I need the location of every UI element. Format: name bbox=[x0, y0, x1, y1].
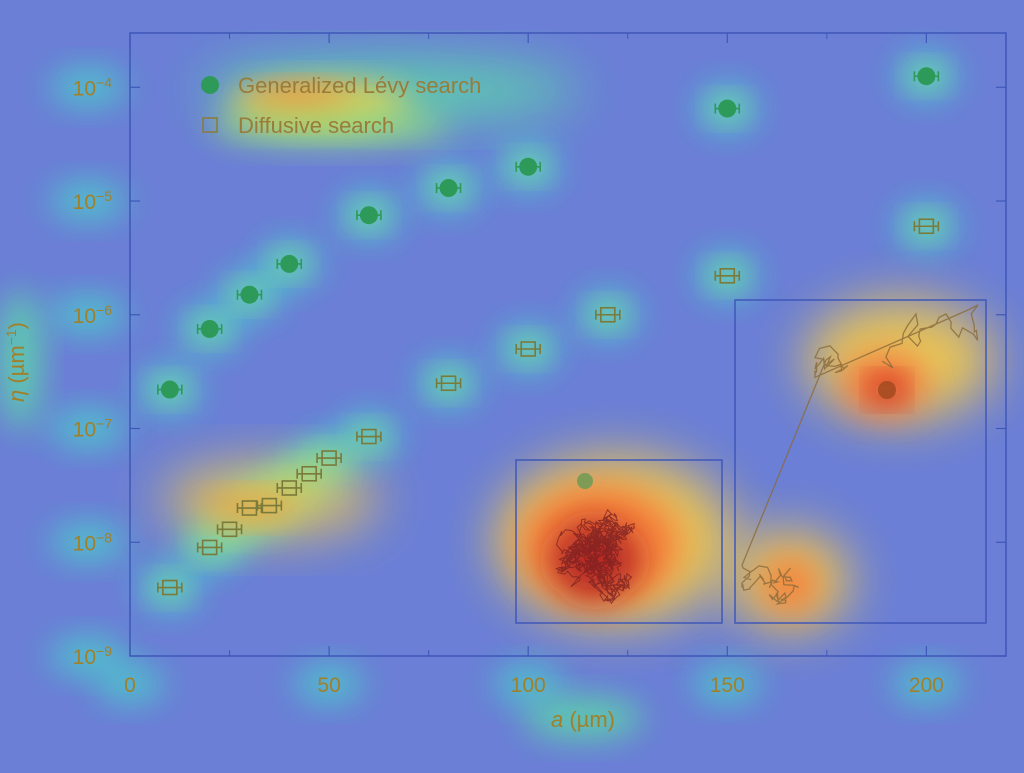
levy-point bbox=[196, 319, 223, 338]
point-marker bbox=[160, 380, 179, 399]
diffusive-point bbox=[714, 268, 741, 284]
diffusive-point bbox=[515, 341, 541, 357]
point-marker bbox=[200, 319, 219, 338]
diffusive-walk-path bbox=[555, 508, 636, 605]
levy-point bbox=[515, 157, 541, 176]
point-marker bbox=[240, 285, 259, 304]
heatmap-blob bbox=[50, 181, 126, 222]
axes: 0 50 100 150 200 10−4 10−5 10−6 10−7 10−8 10−9 bbox=[73, 33, 1006, 697]
y-axis-label-symbol: η bbox=[4, 390, 29, 402]
y-tick-label: 10−8 bbox=[73, 529, 113, 555]
heatmap-blob bbox=[50, 67, 126, 108]
inset-panels bbox=[515, 299, 987, 624]
legend-marker-levy bbox=[201, 76, 219, 94]
heatmap-blob bbox=[494, 664, 563, 704]
x-axis-label-symbol: a bbox=[551, 707, 563, 732]
plot-frame bbox=[129, 32, 1007, 657]
inset-diffusive-trajectory bbox=[515, 459, 723, 624]
y-axis-label-unit: (µm bbox=[4, 345, 29, 389]
heatmap-blob bbox=[295, 664, 364, 704]
diffusive-point bbox=[913, 218, 940, 235]
x-tick-label: 200 bbox=[909, 674, 944, 697]
point-marker bbox=[718, 99, 737, 118]
point-marker bbox=[361, 428, 377, 445]
heatmap-blob bbox=[50, 408, 126, 449]
diffusive-point bbox=[356, 428, 382, 445]
point-marker bbox=[600, 306, 616, 323]
heatmap-blob bbox=[210, 106, 450, 146]
levy-point bbox=[356, 206, 382, 225]
diffusive-walk-target bbox=[577, 473, 593, 489]
legend-label-levy: Generalized Lévy search bbox=[238, 73, 481, 98]
heatmap-blob bbox=[0, 290, 42, 430]
point-marker bbox=[519, 157, 538, 176]
y-axis-label-close: ) bbox=[4, 322, 29, 329]
point-marker bbox=[201, 539, 218, 556]
diffusive-point bbox=[157, 579, 183, 596]
x-axis-label-unit: (µm) bbox=[563, 707, 615, 732]
heatmap-blob bbox=[50, 294, 126, 335]
point-marker bbox=[321, 450, 337, 466]
point-marker bbox=[281, 480, 298, 496]
y-tick-label: 10−7 bbox=[73, 416, 113, 442]
point-marker bbox=[261, 497, 278, 514]
levy-walk-target bbox=[878, 381, 896, 399]
legend-label-diffusive: Diffusive search bbox=[238, 113, 394, 138]
y-tick-label: 10−6 bbox=[73, 302, 113, 328]
point-marker bbox=[359, 206, 378, 225]
levy-point bbox=[435, 179, 462, 198]
heatmap-blob bbox=[50, 636, 126, 676]
y-axis-label: η (µm−1) bbox=[3, 322, 29, 402]
point-marker bbox=[719, 268, 736, 284]
legend: Generalized Lévy search Diffusive search bbox=[201, 73, 481, 138]
x-tick-label: 50 bbox=[317, 674, 340, 697]
y-tick-label: 10−9 bbox=[73, 643, 113, 669]
levy-point bbox=[236, 285, 263, 304]
diffusive-point bbox=[276, 480, 303, 496]
heatmap-blob bbox=[523, 696, 643, 740]
point-marker bbox=[439, 179, 458, 198]
x-tick-label: 100 bbox=[511, 674, 546, 697]
point-marker bbox=[520, 341, 536, 357]
x-tick-label: 150 bbox=[710, 674, 745, 697]
point-marker bbox=[301, 465, 317, 482]
diffusive-point bbox=[216, 521, 243, 538]
point-marker bbox=[918, 218, 935, 235]
levy-point bbox=[276, 254, 303, 273]
x-axis-label: a (µm) bbox=[551, 707, 615, 732]
diffusive-point bbox=[595, 306, 621, 323]
point-marker bbox=[440, 375, 457, 392]
levy-point bbox=[913, 67, 940, 86]
point-marker bbox=[221, 521, 238, 538]
diffusive-point bbox=[196, 539, 223, 556]
point-marker bbox=[917, 67, 936, 86]
y-axis-label-exponent: −1 bbox=[3, 329, 19, 345]
point-marker bbox=[241, 500, 258, 516]
y-tick-label: 10−5 bbox=[73, 188, 113, 214]
diffusive-point bbox=[316, 450, 342, 466]
levy-point bbox=[157, 380, 183, 399]
diffusive-point bbox=[256, 497, 283, 514]
data-marks bbox=[157, 67, 940, 596]
inset-levy-trajectory bbox=[734, 299, 987, 624]
legend-marker-diffusive bbox=[202, 117, 218, 133]
x-tick-label: 0 bbox=[124, 674, 136, 697]
y-tick-label: 10−4 bbox=[73, 74, 113, 100]
levy-point bbox=[714, 99, 741, 118]
heatmap-blob bbox=[50, 522, 126, 563]
diffusive-point bbox=[435, 375, 462, 392]
point-marker bbox=[162, 579, 178, 596]
point-marker bbox=[280, 254, 299, 273]
diffusive-point bbox=[296, 465, 322, 482]
heatmap-blob bbox=[96, 664, 164, 704]
heatmap-blob bbox=[693, 664, 762, 704]
heatmap-blob bbox=[892, 664, 961, 704]
levy-walk-path bbox=[741, 304, 979, 605]
